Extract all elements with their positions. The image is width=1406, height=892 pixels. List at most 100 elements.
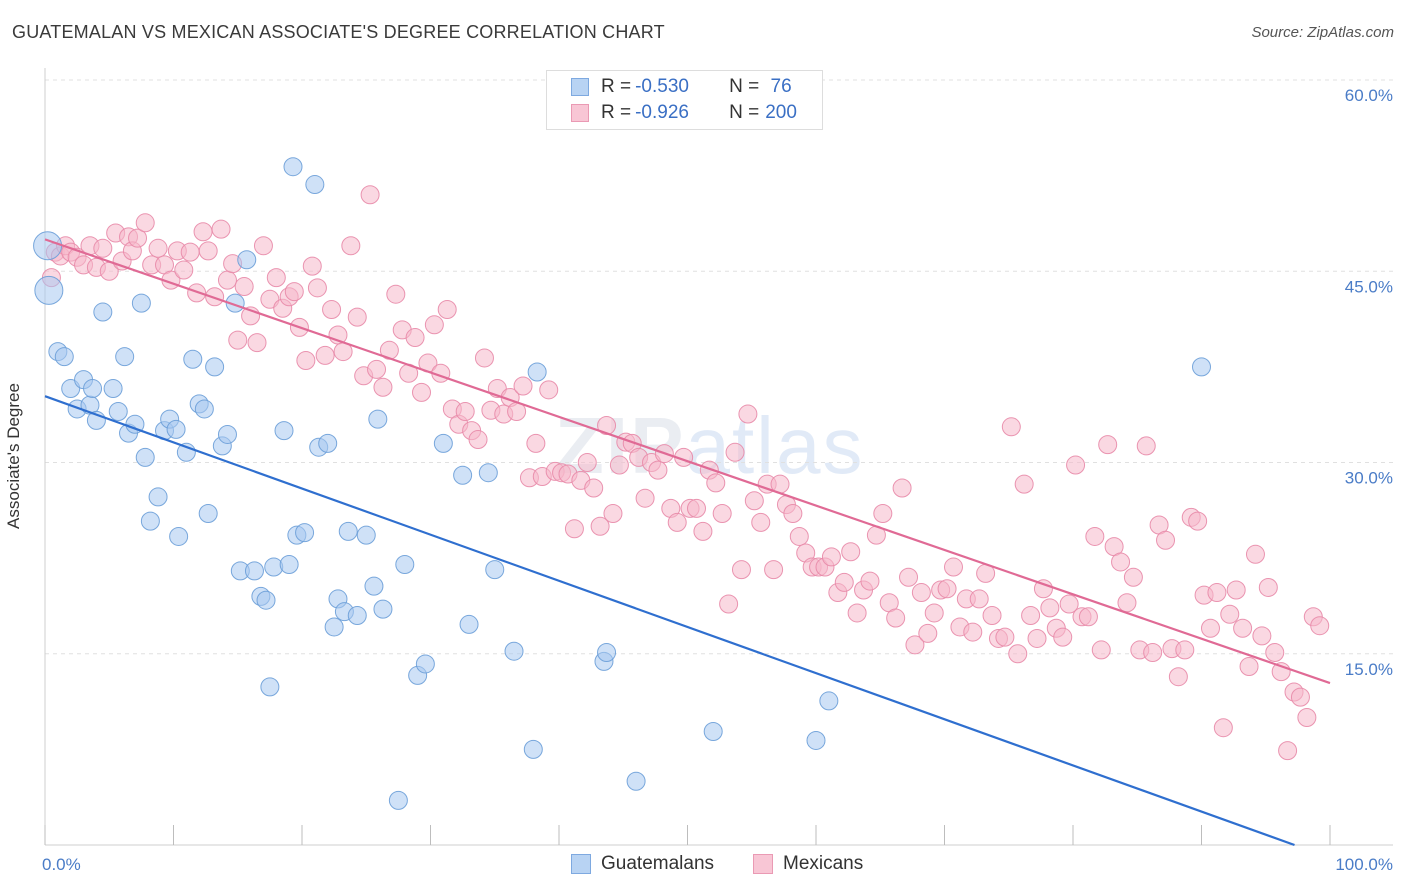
mexican-point xyxy=(1265,642,1285,662)
mexican-point xyxy=(635,488,655,508)
mexican-point xyxy=(198,241,218,261)
legend-r-label: R = xyxy=(601,76,632,97)
guatemalan-point xyxy=(523,739,543,759)
mexican-point xyxy=(577,453,597,472)
guatemalan-point xyxy=(260,677,280,697)
mexican-point xyxy=(193,222,213,242)
mexican-point xyxy=(315,345,335,365)
guatemalan-point xyxy=(115,347,135,367)
mexican-point xyxy=(969,589,989,609)
guatemalan-point xyxy=(256,590,276,610)
mexican-point xyxy=(405,328,425,348)
correlation-legend: R = -0.530 N = 76 R = -0.926 N = 200 xyxy=(546,70,823,130)
guatemalan-point xyxy=(338,521,358,541)
legend-row-guatemalans: R = -0.530 N = 76 xyxy=(571,75,792,99)
y-tick-label: 30.0% xyxy=(1345,469,1393,488)
mexican-point xyxy=(1143,642,1163,662)
mexican-point xyxy=(1297,708,1317,727)
mexican-point xyxy=(302,256,322,276)
guatemalan-point xyxy=(33,231,63,261)
series-swatch-blue xyxy=(571,854,591,874)
mexican-point xyxy=(307,278,327,298)
mexican-point xyxy=(584,478,604,498)
mexican-point xyxy=(373,377,393,397)
chart-title: GUATEMALAN VS MEXICAN ASSOCIATE'S DEGREE… xyxy=(12,22,665,42)
guatemalan-point xyxy=(433,433,453,453)
mexican-point xyxy=(564,519,584,539)
mexican-point xyxy=(1059,594,1079,614)
guatemalan-point xyxy=(356,525,376,545)
guatemalan-point xyxy=(485,560,505,580)
mexican-point xyxy=(648,460,668,480)
legend-n-value: 76 xyxy=(765,76,792,97)
mexican-point xyxy=(93,238,113,258)
mexican-point xyxy=(706,473,726,493)
guatemalan-point xyxy=(368,409,388,429)
guatemalan-point xyxy=(453,465,473,485)
mexican-point xyxy=(468,430,488,450)
x-tick-label-max: 100.0% xyxy=(1335,855,1393,874)
legend-n-value: 200 xyxy=(765,102,797,123)
y-tick-label: 15.0% xyxy=(1345,660,1393,679)
mexican-point xyxy=(821,547,841,567)
mexican-point xyxy=(1085,526,1105,546)
mexican-point xyxy=(1252,626,1272,646)
guatemalan-point xyxy=(169,526,189,546)
mexican-point xyxy=(731,560,751,580)
guatemalan-point xyxy=(295,523,315,543)
legend-n-label: N = xyxy=(729,76,760,97)
mexican-point xyxy=(1123,567,1143,587)
mexican-point xyxy=(886,608,906,628)
legend-r-label: R = xyxy=(601,102,632,123)
mexican-point xyxy=(367,359,387,379)
guatemalan-point xyxy=(34,275,64,305)
guatemalan-trend-line xyxy=(44,395,1295,847)
mexican-point xyxy=(1078,607,1098,627)
guatemalan-point xyxy=(388,790,408,810)
mexican-point xyxy=(1188,511,1208,531)
guatemalan-point xyxy=(318,433,338,453)
legend-r-value: -0.530 xyxy=(635,76,689,97)
mexican-point xyxy=(148,238,168,258)
mexican-point xyxy=(1136,436,1156,456)
mexican-point xyxy=(386,284,406,304)
guatemalan-point xyxy=(194,399,214,419)
mexican-point xyxy=(228,330,248,350)
mexican-point xyxy=(266,268,286,288)
series-label-mexicans: Mexicans xyxy=(783,853,864,874)
mexican-point xyxy=(847,603,867,623)
mexican-point xyxy=(590,516,610,536)
guatemalan-point xyxy=(819,691,839,711)
mexican-point xyxy=(899,567,919,587)
guatemalan-point xyxy=(237,250,257,270)
mexican-point xyxy=(1027,628,1047,648)
series-legend: Guatemalans Mexicans xyxy=(0,853,1406,877)
guatemalan-point xyxy=(183,349,203,369)
mexican-point xyxy=(712,504,732,523)
guatemalan-point xyxy=(459,614,479,634)
mexican-point xyxy=(296,351,316,370)
guatemalan-point xyxy=(373,599,393,619)
mexican-point xyxy=(686,498,706,518)
guatemalan-point xyxy=(103,379,123,399)
mexican-point xyxy=(284,282,304,302)
series-label-guatemalans: Guatemalans xyxy=(601,853,715,874)
guatemalan-point xyxy=(205,357,225,377)
mexican-point xyxy=(751,512,771,532)
mexican-point xyxy=(1008,644,1028,664)
guatemalan-point xyxy=(279,555,299,574)
guatemalan-point xyxy=(108,402,128,421)
legend-r-value: -0.926 xyxy=(635,102,689,123)
mexican-point xyxy=(211,219,231,239)
guatemalan-point xyxy=(597,642,617,662)
mexican-point xyxy=(609,455,629,475)
y-tick-label: 45.0% xyxy=(1345,277,1393,296)
mexican-point xyxy=(1033,579,1053,599)
mexican-point xyxy=(918,623,938,643)
mexican-point xyxy=(205,287,225,307)
mexican-point xyxy=(860,571,880,591)
mexican-point xyxy=(180,242,200,262)
mexican-point xyxy=(1168,667,1188,687)
mexican-point xyxy=(322,300,342,319)
mexican-point xyxy=(719,594,739,614)
